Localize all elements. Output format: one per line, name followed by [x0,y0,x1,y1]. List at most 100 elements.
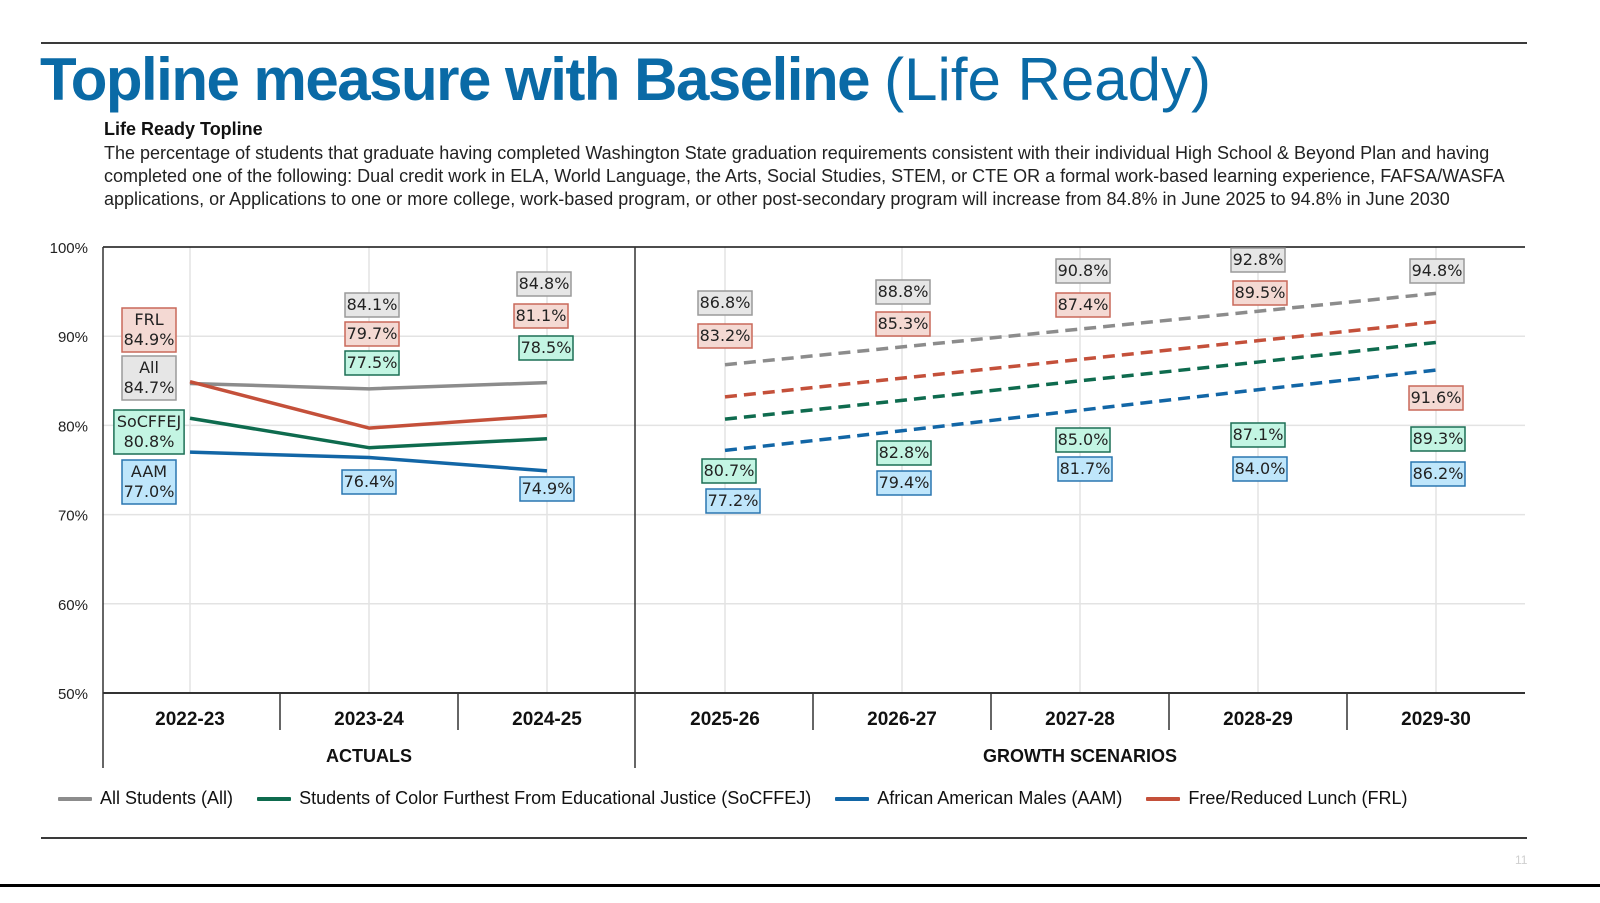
data-label-text: 74.9% [522,479,573,498]
data-label-box [513,303,569,329]
top-rule [41,42,1527,44]
data-label-box [1232,456,1288,482]
data-label-text: AAM [131,462,167,481]
series-line-frl-growth [724,320,1437,399]
data-label-all: 94.8% [1409,258,1465,284]
title-bold: Topline measure with Baseline [40,46,870,113]
legend-label: All Students (All) [100,788,234,808]
data-label-socffej: 89.3% [1410,426,1466,452]
data-label-box [121,355,177,401]
data-label-frl: 81.1% [513,303,569,329]
data-label-text: 78.5% [521,338,572,357]
data-label-text: SoCFFEJ [117,412,181,431]
data-label-text: 76.4% [344,472,395,491]
legend-item-all: All Students (All) [58,788,233,809]
data-label-box [121,307,177,353]
legend-label: African American Males (AAM) [877,788,1123,808]
legend-swatch-icon [257,796,292,801]
data-label-all: 92.8% [1230,247,1286,273]
x-group-label: GROWTH SCENARIOS [983,746,1177,766]
data-label-text: 79.4% [879,473,930,492]
data-label-aam: 76.4% [341,469,397,495]
y-tick-label: 60% [58,597,88,614]
data-label-box [876,470,932,496]
data-label-text: 82.8% [879,443,930,462]
page-title: Topline measure with Baseline (Life Read… [40,44,1211,116]
data-label-aam: 81.7% [1057,456,1113,482]
data-label-text: 86.8% [700,293,751,312]
series-line-socffej-growth [724,340,1437,421]
data-label-text: 80.8% [124,432,175,451]
data-label-text: FRL [134,310,163,329]
x-tick-label: 2023-24 [334,709,404,730]
y-tick-label: 100% [50,240,88,257]
data-label-box [1230,247,1286,273]
y-tick-label: 80% [58,418,88,435]
data-label-aam: 86.2% [1410,461,1466,487]
data-label-box [1055,258,1111,284]
legend-swatch-icon [1146,796,1181,801]
data-label-socffej: 80.7% [701,458,757,484]
data-label-text: 83.2% [700,326,751,345]
data-label-text: 84.7% [124,378,175,397]
data-label-frl: 87.4% [1055,292,1111,318]
data-label-socffej: 85.0% [1055,427,1111,453]
data-label-box [344,321,400,347]
legend-label: Free/Reduced Lunch (FRL) [1188,788,1408,808]
data-label-box [344,350,400,376]
data-label-box [1410,461,1466,487]
data-label-text: 80.7% [704,461,755,480]
x-group-label: ACTUALS [326,746,412,766]
data-label-all: 88.8% [875,279,931,305]
legend-item-aam: African American Males (AAM) [835,788,1122,809]
series-line-all-growth [724,291,1437,367]
legend-swatch-icon [58,796,92,801]
data-label-text: 84.1% [347,295,398,314]
data-label-text: 84.0% [1235,459,1286,478]
data-label-text: 92.8% [1233,250,1284,269]
data-label-text: 86.2% [1413,464,1464,483]
data-label-text: 77.0% [124,482,175,501]
data-label-text: 84.8% [519,274,570,293]
title-light: (Life Ready) [884,46,1211,113]
data-label-socffej: 87.1% [1230,422,1286,448]
data-label-all: 86.8% [697,290,753,316]
data-label-frl: 83.2% [697,323,753,349]
data-label-text: 89.5% [1235,283,1286,302]
legend-label: Students of Color Furthest From Educatio… [299,788,812,808]
legend-item-socffej: Students of Color Furthest From Educatio… [257,788,811,809]
data-label-box [516,271,572,297]
data-label-text: 79.7% [347,324,398,343]
y-tick-label: 50% [58,686,88,703]
data-label-all: 90.8% [1055,258,1111,284]
legend-swatch-icon [835,796,870,801]
data-label-frl: 91.6% [1408,385,1464,411]
series-line-aam-growth [724,368,1437,453]
data-label-text: All [139,358,159,377]
data-label-text: 85.0% [1058,430,1109,449]
data-label-text: 87.1% [1233,425,1284,444]
data-label-box [1055,292,1111,318]
measure-description: The percentage of students that graduate… [104,143,1504,209]
data-label-frl: 85.3% [875,311,931,337]
page-edge [0,884,1600,887]
y-tick-label: 70% [58,508,88,525]
data-label-box [697,290,753,316]
data-label-box [1408,385,1464,411]
data-label-text: 84.9% [124,330,175,349]
data-label-box [344,292,400,318]
data-label-text: 85.3% [878,314,929,333]
data-label-aam: 74.9% [519,476,575,502]
data-label-frl: 79.7% [344,321,400,347]
data-label-text: 87.4% [1058,295,1109,314]
x-tick-label: 2025-26 [690,709,760,730]
data-label-box [518,335,574,361]
data-label-aam: 84.0% [1232,456,1288,482]
data-label-text: 89.3% [1413,429,1464,448]
data-label-text: 77.2% [708,491,759,510]
